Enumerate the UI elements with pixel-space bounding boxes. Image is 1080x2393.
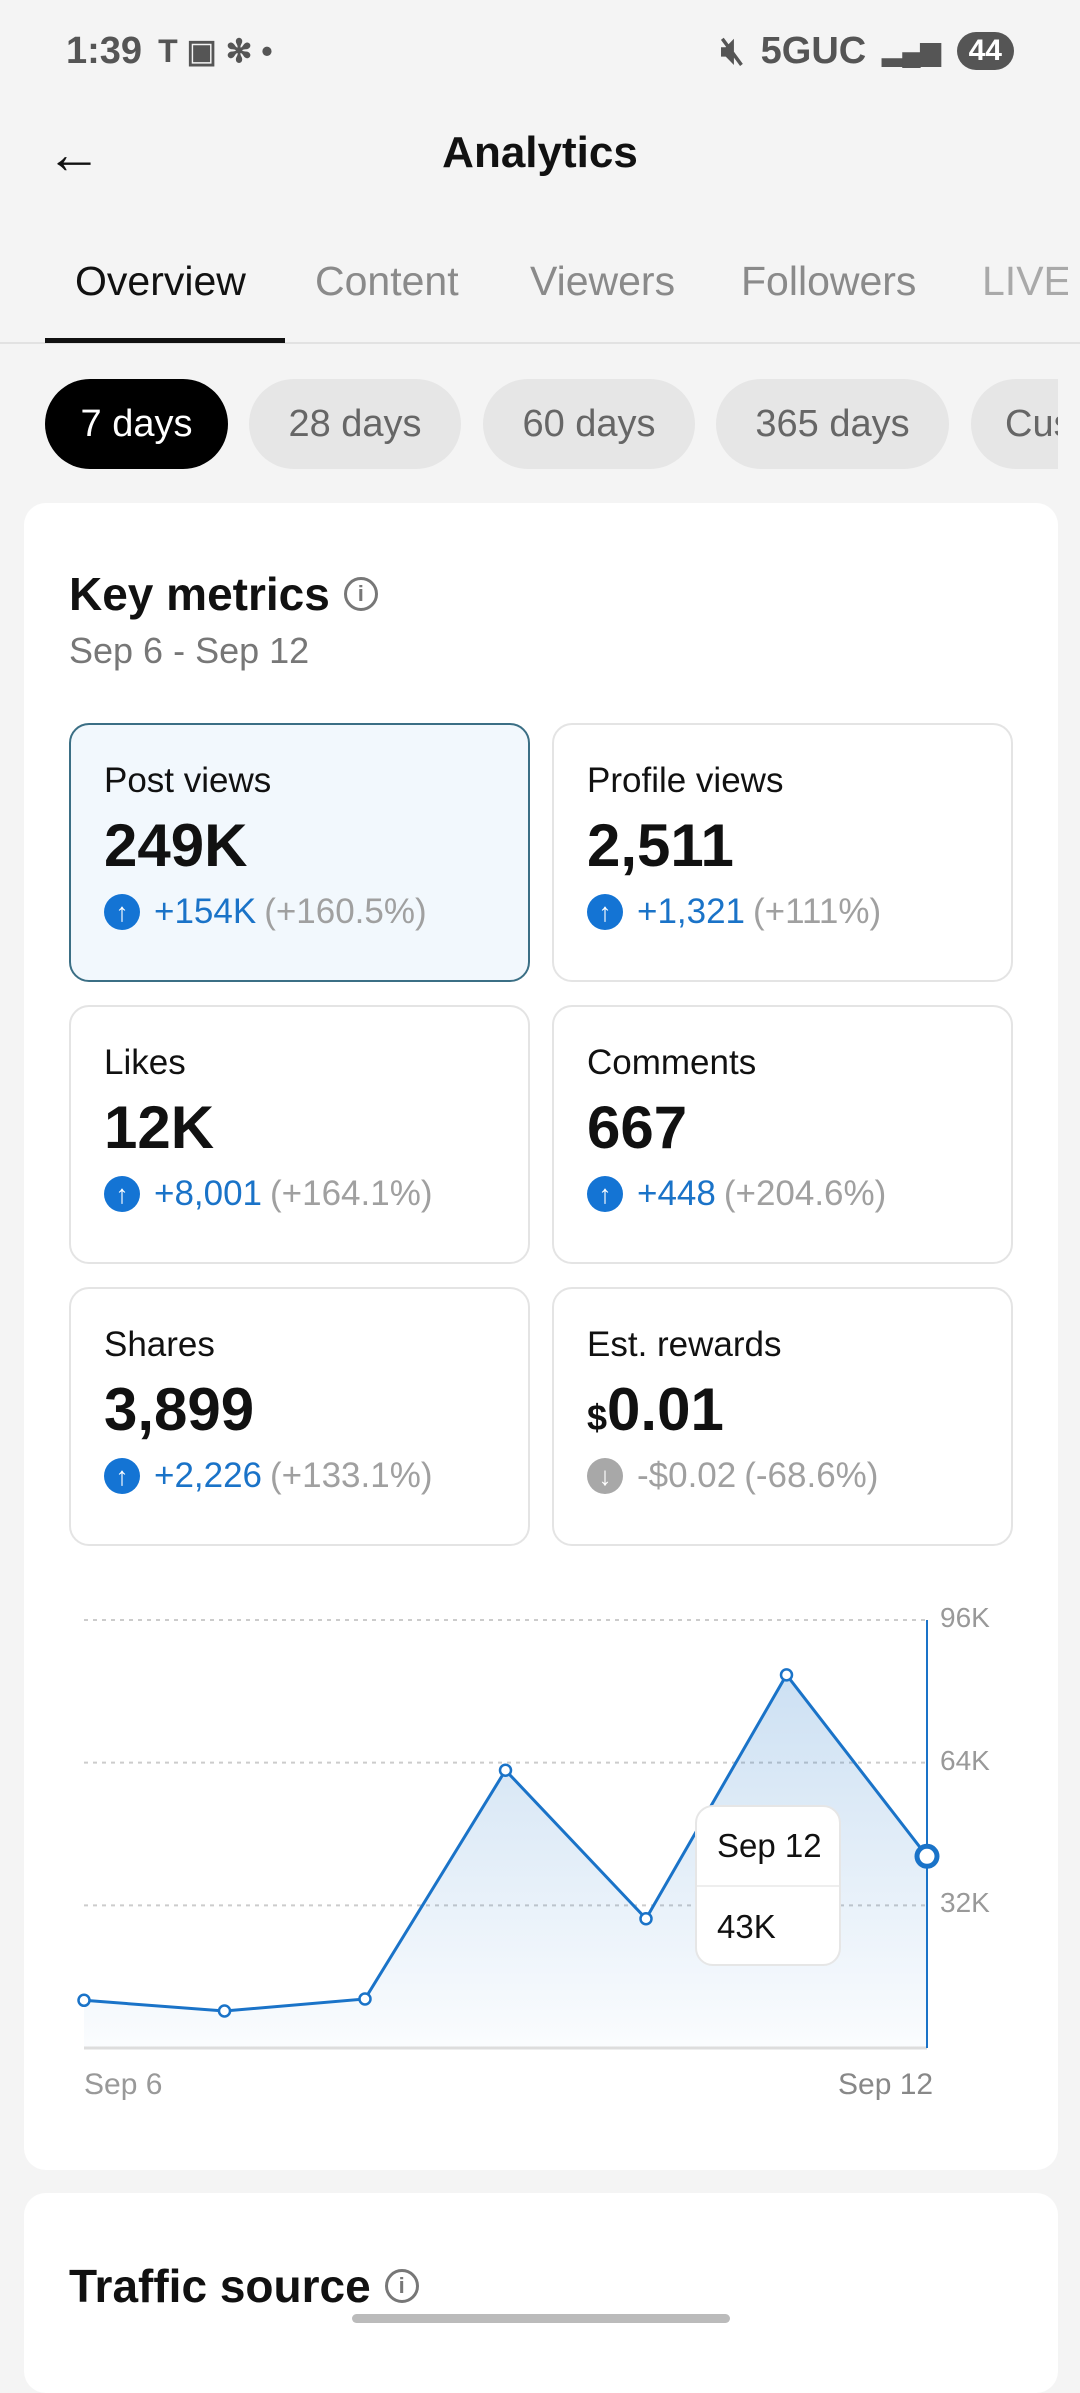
- page-title: Analytics: [442, 128, 638, 177]
- metric-value-text: 0.01: [607, 1376, 724, 1443]
- active-tab-indicator: [45, 338, 285, 343]
- chart-tooltip: Sep 12 43K: [695, 1805, 841, 1966]
- data-point[interactable]: [498, 1763, 513, 1777]
- metric-value: 12K: [104, 1093, 528, 1162]
- tab-followers[interactable]: Followers: [741, 258, 917, 304]
- metric-card[interactable]: Likes 12K ↑ +8,001 (+164.1%): [69, 1005, 530, 1264]
- metric-value: 249K: [104, 811, 528, 880]
- info-icon[interactable]: i: [343, 577, 378, 611]
- tooltip-value: 43K: [717, 1908, 776, 1945]
- key-metrics-card: Key metrics i Sep 6 - Sep 12 Post views 2…: [24, 503, 1058, 2170]
- traffic-source-heading: Traffic source i: [69, 2259, 419, 2313]
- home-indicator[interactable]: [352, 2314, 730, 2323]
- tab-content[interactable]: Content: [315, 258, 459, 304]
- info-icon[interactable]: i: [384, 2269, 419, 2303]
- period-custom[interactable]: Custom: [971, 379, 1058, 469]
- arrow-up-icon: ↑: [104, 1176, 140, 1212]
- metric-label: Est. rewards: [587, 1325, 782, 1364]
- date-range: Sep 6 - Sep 12: [69, 630, 310, 671]
- metric-delta: ↑ +1,321 (+111%): [587, 892, 1011, 932]
- period-28-days[interactable]: 28 days: [249, 379, 461, 469]
- period-selector: 7 days 28 days 60 days 365 days Custom: [0, 379, 1058, 469]
- delta-value: +1,321: [637, 892, 746, 931]
- x-tick-start: Sep 6: [84, 2068, 163, 2101]
- metric-delta: ↑ +154K (+160.5%): [104, 892, 528, 932]
- delta-percent: (+133.1%): [270, 1456, 433, 1495]
- currency-symbol: $: [587, 1397, 608, 1438]
- delta-percent: (-68.6%): [744, 1456, 879, 1495]
- metric-value: 667: [587, 1093, 1011, 1162]
- metric-card[interactable]: Comments 667 ↑ +448 (+204.6%): [552, 1005, 1013, 1264]
- metric-value-text: 12K: [104, 1094, 215, 1161]
- data-point[interactable]: [217, 2004, 232, 2018]
- metric-label: Shares: [104, 1325, 215, 1364]
- arrow-up-icon: ↑: [587, 894, 623, 930]
- key-metrics-title: Key metrics: [69, 568, 330, 620]
- delta-percent: (+164.1%): [270, 1174, 433, 1213]
- arrow-up-icon: ↑: [587, 1176, 623, 1212]
- arrow-down-icon: ↓: [587, 1458, 623, 1494]
- data-point[interactable]: [914, 1843, 940, 1869]
- network-label: 5GUC: [760, 29, 867, 72]
- delta-value: -$0.02: [637, 1456, 737, 1495]
- metric-delta: ↑ +448 (+204.6%): [587, 1174, 1011, 1214]
- metric-delta: ↑ +2,226 (+133.1%): [104, 1456, 528, 1496]
- traffic-source-title: Traffic source: [69, 2260, 371, 2312]
- tab-viewers[interactable]: Viewers: [530, 258, 676, 304]
- y-tick-label: 96K: [940, 1602, 990, 1633]
- clock: 1:39: [66, 29, 143, 72]
- back-button[interactable]: ←: [46, 126, 102, 182]
- period-7-days[interactable]: 7 days: [45, 379, 228, 469]
- delta-percent: (+111%): [753, 892, 882, 931]
- post-views-chart[interactable]: [0, 1580, 1080, 2120]
- metric-value-text: 667: [587, 1094, 688, 1161]
- metric-delta: ↑ +8,001 (+164.1%): [104, 1174, 528, 1214]
- data-point[interactable]: [779, 1668, 794, 1682]
- metric-value: $0.01: [587, 1375, 1011, 1444]
- period-60-days[interactable]: 60 days: [483, 379, 695, 469]
- data-point[interactable]: [358, 1992, 372, 2006]
- data-point[interactable]: [77, 1993, 91, 2008]
- battery-indicator: 44: [956, 32, 1014, 70]
- delta-value: +8,001: [154, 1174, 263, 1213]
- metric-card[interactable]: Est. rewards $0.01 ↓ -$0.02 (-68.6%): [552, 1287, 1013, 1546]
- delta-value: +448: [637, 1174, 716, 1213]
- arrow-up-icon: ↑: [104, 894, 140, 930]
- metric-card[interactable]: Shares 3,899 ↑ +2,226 (+133.1%): [69, 1287, 530, 1546]
- metric-value-text: 3,899: [104, 1376, 255, 1443]
- metric-value: 2,511: [587, 811, 1011, 880]
- metric-value: 3,899: [104, 1375, 528, 1444]
- key-metrics-heading: Key metrics i: [69, 567, 378, 621]
- tab-live[interactable]: LIVE: [982, 258, 1068, 304]
- metric-label: Profile views: [587, 761, 784, 800]
- delta-percent: (+160.5%): [264, 892, 427, 931]
- metric-label: Post views: [104, 761, 272, 800]
- mute-icon: 🔇︎: [720, 29, 745, 72]
- traffic-source-card: Traffic source i: [24, 2193, 1058, 2393]
- x-tick-end: Sep 12: [838, 2068, 934, 2101]
- metric-value-text: 249K: [104, 812, 248, 879]
- tooltip-date: Sep 12: [697, 1807, 839, 1887]
- delta-percent: (+204.6%): [723, 1174, 887, 1213]
- period-365-days[interactable]: 365 days: [716, 379, 949, 469]
- metric-label: Likes: [104, 1043, 186, 1082]
- tab-bar: Overview Content Viewers Followers LIVE: [0, 258, 1080, 344]
- metric-label: Comments: [587, 1043, 757, 1082]
- data-point[interactable]: [639, 1911, 653, 1926]
- y-tick-label: 64K: [940, 1744, 990, 1776]
- delta-value: +2,226: [154, 1456, 263, 1495]
- y-tick-label: 32K: [940, 1887, 990, 1919]
- signal-icon: ▂▄▆: [882, 35, 941, 66]
- metric-card[interactable]: Profile views 2,511 ↑ +1,321 (+111%): [552, 723, 1013, 982]
- status-bar: 1:39 T ▣ ✻ • 🔇︎ 5GUC ▂▄▆ 44: [66, 28, 1014, 74]
- delta-value: +154K: [154, 892, 257, 931]
- metric-delta: ↓ -$0.02 (-68.6%): [587, 1456, 1011, 1496]
- metric-value-text: 2,511: [587, 812, 734, 879]
- arrow-up-icon: ↑: [104, 1458, 140, 1494]
- arrow-left-icon: ←: [46, 122, 102, 185]
- metric-card[interactable]: Post views 249K ↑ +154K (+160.5%): [69, 723, 530, 982]
- notification-icons: T ▣ ✻ •: [158, 33, 273, 69]
- tab-overview[interactable]: Overview: [75, 258, 246, 304]
